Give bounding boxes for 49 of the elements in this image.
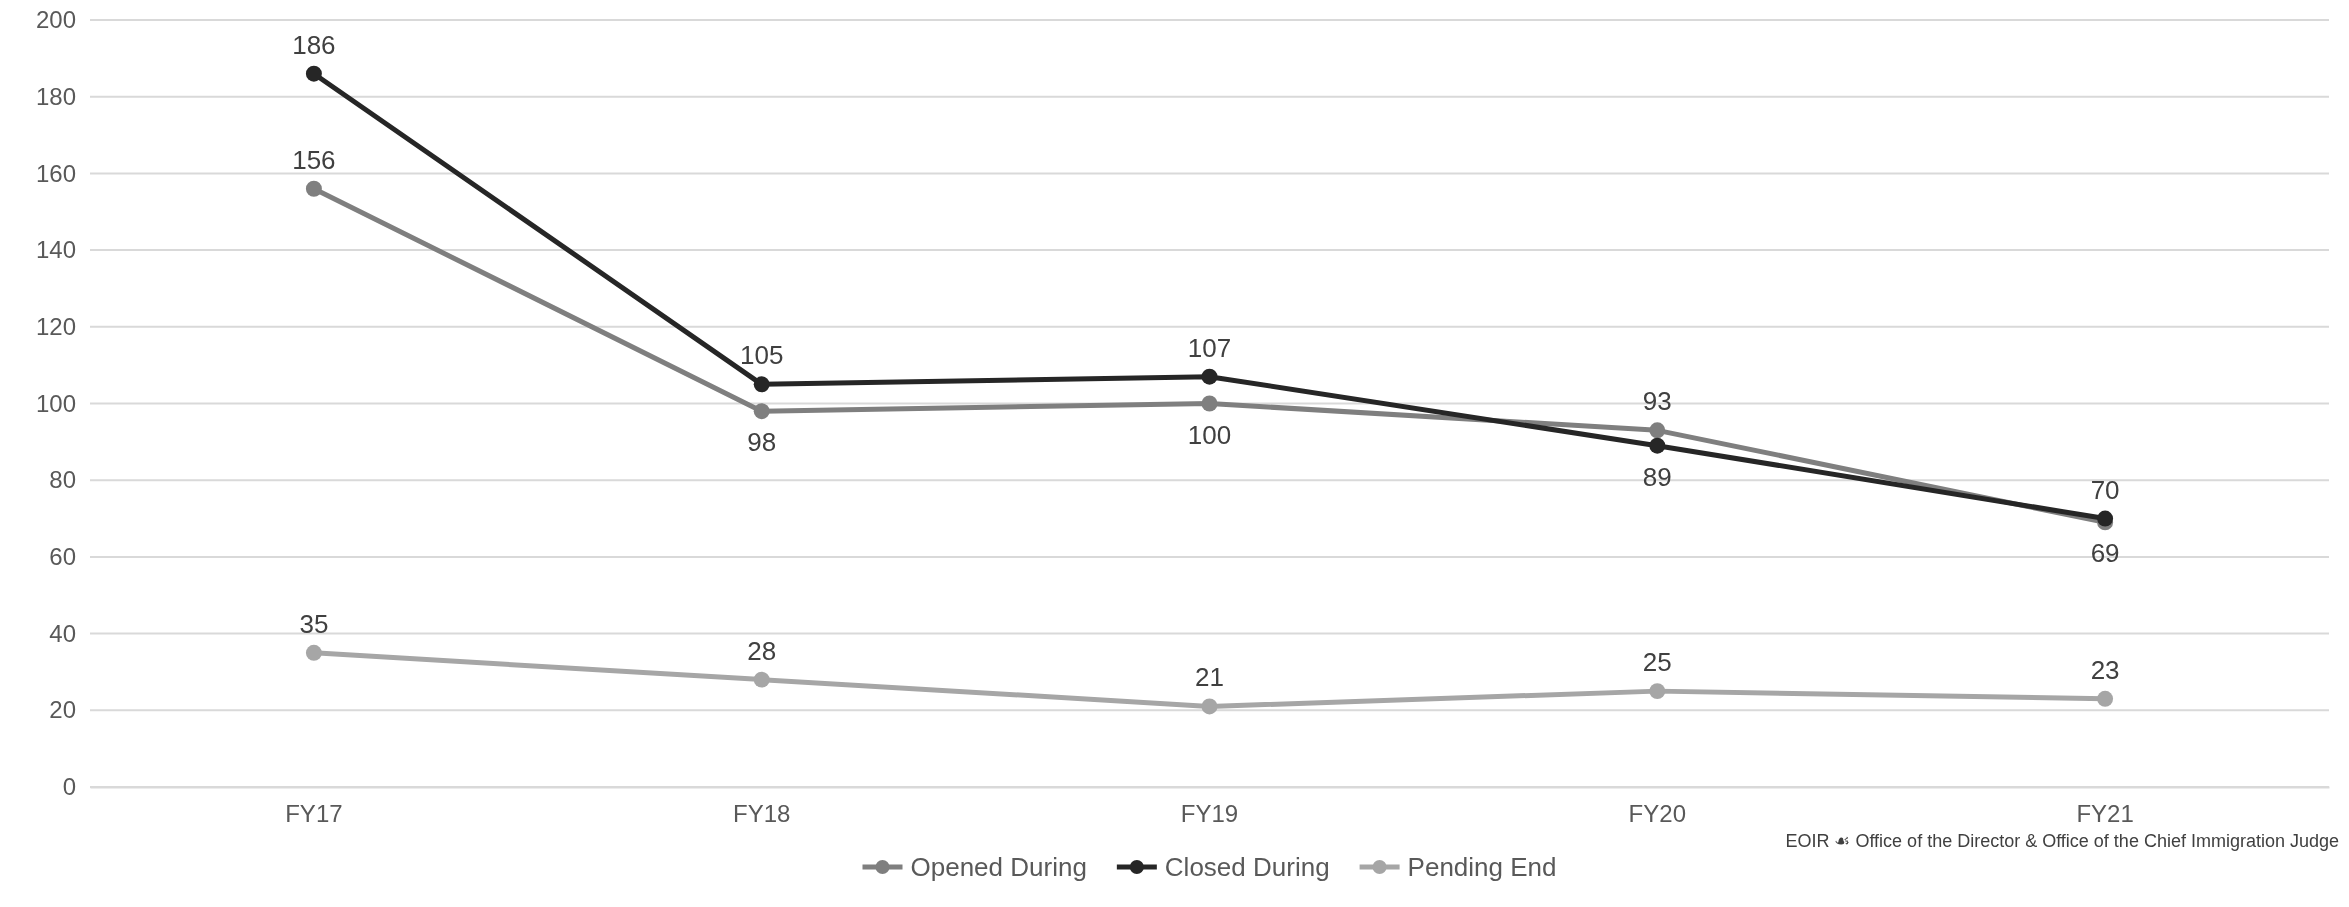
y-tick-label: 0 — [62, 773, 76, 801]
data-label: 156 — [292, 144, 336, 175]
point — [1201, 698, 1218, 715]
legend-label: Pending End — [1407, 852, 1557, 882]
data-label: 93 — [1642, 386, 1672, 417]
data-label: 89 — [1642, 461, 1672, 492]
point — [753, 671, 770, 688]
y-tick-label: 100 — [35, 389, 76, 417]
x-tick-label: FY20 — [1628, 800, 1686, 828]
data-label: 23 — [2090, 654, 2120, 685]
point — [305, 65, 322, 82]
text: EOIR ☙ Office of the Director & Office of the Chief Immigration Judge — [1785, 831, 2339, 851]
x-tick-label: FY17 — [285, 800, 343, 828]
data-label: 98 — [747, 427, 777, 458]
point — [1649, 683, 1666, 700]
point — [2097, 690, 2114, 707]
legend-label: Opened During — [910, 852, 1087, 882]
x-tick-label: FY18 — [733, 800, 791, 828]
y-tick-label: 60 — [49, 543, 76, 571]
data-label: 105 — [740, 340, 784, 371]
data-label: 21 — [1195, 662, 1224, 693]
data-label: 186 — [292, 29, 336, 60]
point — [753, 376, 770, 393]
point — [1649, 437, 1666, 454]
data-label: 25 — [1642, 647, 1672, 678]
point — [2097, 510, 2114, 527]
x-tick-label: FY19 — [1180, 800, 1239, 828]
point — [753, 403, 770, 420]
y-tick-label: 200 — [35, 6, 76, 34]
y-tick-label: 140 — [35, 236, 76, 264]
x-tick-label: FY21 — [2076, 800, 2134, 828]
data-label: 69 — [2090, 538, 2120, 569]
y-tick-label: 20 — [49, 696, 76, 724]
data-label: 107 — [1187, 332, 1232, 363]
data-label: 28 — [747, 635, 777, 666]
y-tick-label: 120 — [35, 312, 76, 340]
data-label: 100 — [1187, 419, 1232, 450]
point — [1649, 422, 1666, 439]
point — [1201, 395, 1218, 412]
data-label: 35 — [299, 608, 329, 639]
y-tick-label: 160 — [35, 159, 76, 187]
legend-label: Closed During — [1164, 852, 1330, 882]
point — [1201, 368, 1218, 385]
point — [305, 180, 322, 197]
y-tick-label: 40 — [49, 619, 76, 647]
y-tick-label: 80 — [49, 466, 76, 494]
y-tick-label: 180 — [35, 82, 76, 110]
point — [305, 644, 322, 661]
data-label: 70 — [2090, 474, 2120, 505]
